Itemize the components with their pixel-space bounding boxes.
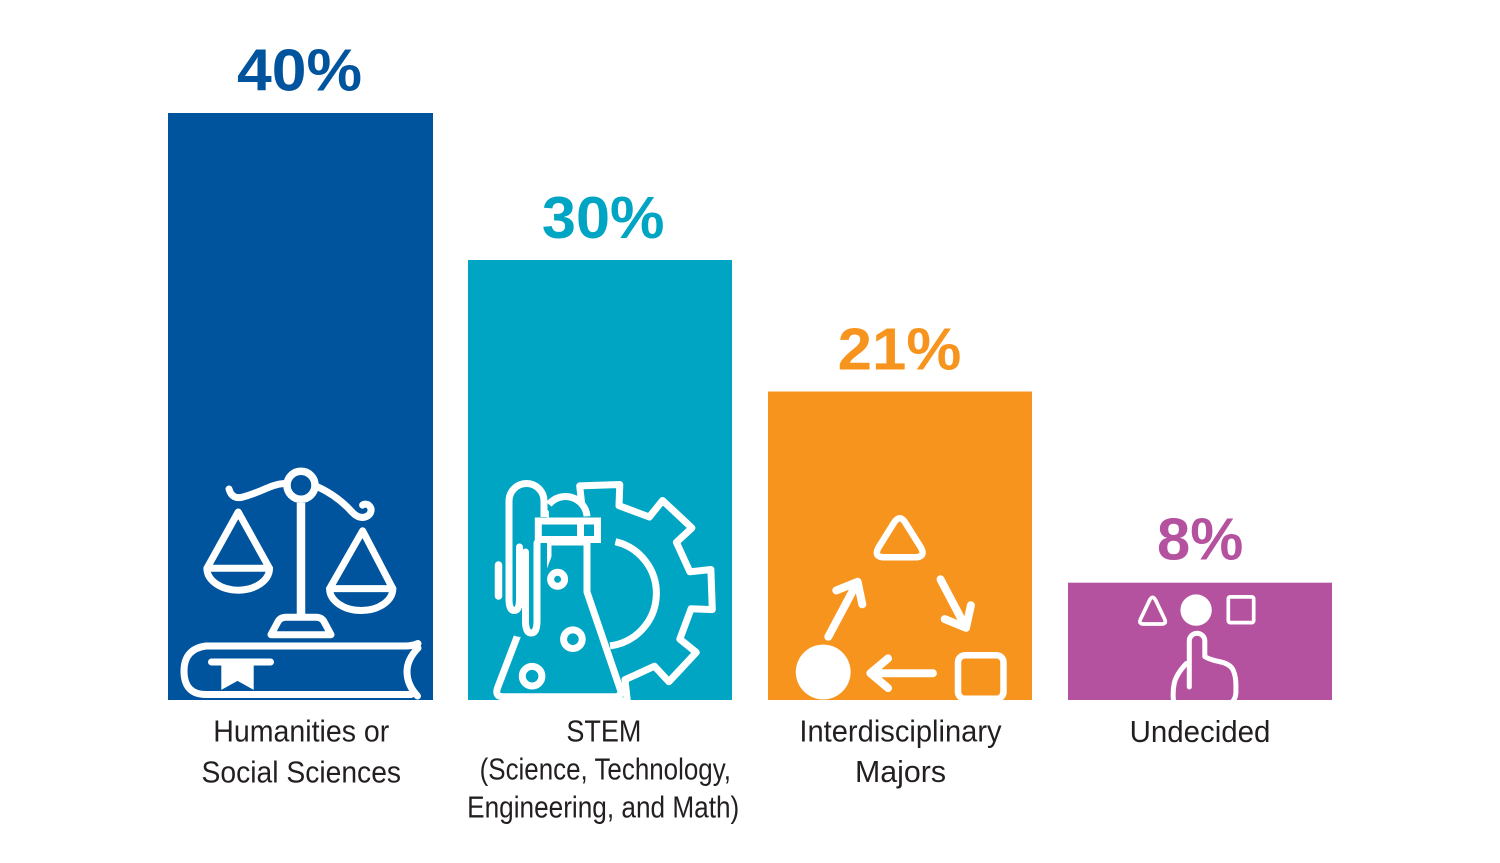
svg-text:STEM: STEM [566, 714, 641, 749]
svg-text:Engineering, and Math): Engineering, and Math) [467, 790, 739, 825]
svg-text:Interdisciplinary: Interdisciplinary [799, 714, 1002, 749]
svg-text:Majors: Majors [855, 754, 946, 789]
svg-text:40%: 40% [237, 37, 362, 103]
svg-text:21%: 21% [838, 317, 962, 383]
svg-text:30%: 30% [542, 185, 665, 251]
svg-text:8%: 8% [1157, 506, 1243, 572]
svg-text:Undecided: Undecided [1130, 714, 1271, 749]
svg-text:(Science, Technology,: (Science, Technology, [480, 752, 731, 787]
svg-text:Humanities or: Humanities or [213, 714, 389, 749]
svg-text:Social Sciences: Social Sciences [202, 755, 402, 790]
